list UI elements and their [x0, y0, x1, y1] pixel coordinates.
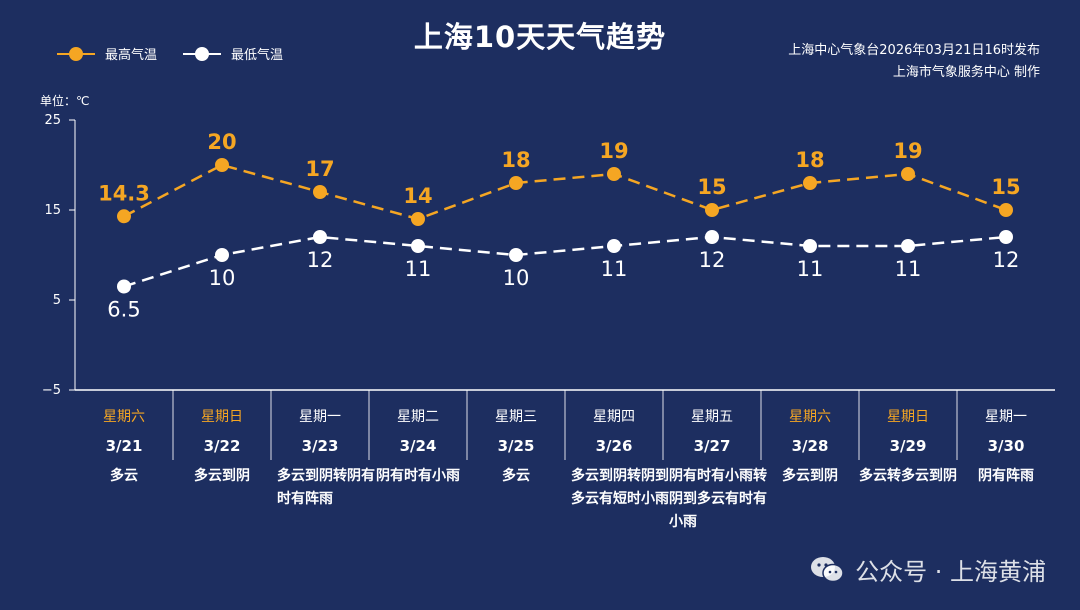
y-tick-label: 25 — [44, 113, 61, 128]
high-temp-line — [123, 163, 1007, 221]
low-temp-point — [313, 230, 327, 244]
low-temp-point — [705, 230, 719, 244]
low-temp-point — [999, 230, 1013, 244]
high-temp-label: 20 — [207, 130, 236, 154]
y-tick-label: 15 — [44, 203, 61, 218]
weather-description: 阴有时有小雨转阴到多云有时有小雨 — [669, 467, 767, 530]
low-temp-label: 11 — [601, 257, 628, 281]
issuer-line-2: 上海市气象服务中心 制作 — [892, 65, 1040, 80]
date-label: 3/28 — [792, 437, 829, 455]
date-label: 3/29 — [890, 437, 927, 455]
high-temp-label: 15 — [991, 175, 1020, 199]
date-label: 3/25 — [498, 437, 535, 455]
low-temp-point — [117, 279, 131, 294]
weekday-label: 星期五 — [691, 409, 733, 425]
watermark: 公众号 · 上海黄浦 — [809, 552, 1046, 587]
weekday-label: 星期一 — [985, 409, 1027, 425]
weekday-label: 星期日 — [201, 409, 243, 425]
legend-item-low: 最低气温 — [181, 44, 283, 63]
low-temp-point — [215, 248, 229, 262]
date-label: 3/24 — [400, 437, 437, 455]
weather-description: 多云 — [110, 467, 138, 484]
date-label: 3/27 — [694, 437, 731, 455]
weather-description: 多云到阴 — [194, 467, 250, 484]
low-temp-label: 6.5 — [107, 298, 140, 322]
weather-description: 多云到阴 — [782, 467, 838, 484]
legend-label-low: 最低气温 — [231, 48, 284, 63]
weekday-label: 星期六 — [103, 409, 145, 425]
low-temp-point — [803, 239, 817, 253]
legend-label-high: 最高气温 — [105, 48, 158, 63]
high-temp-label: 17 — [305, 157, 334, 181]
high-temp-point — [607, 167, 621, 181]
low-temp-point — [901, 239, 915, 253]
high-temp-point — [999, 203, 1013, 217]
unit-label: 单位：℃ — [40, 94, 90, 108]
low-temp-label: 12 — [993, 248, 1020, 272]
low-temp-point — [509, 248, 523, 262]
chart-title: 上海10天天气趋势 — [413, 20, 667, 54]
high-temp-point — [509, 176, 523, 190]
high-temp-label: 18 — [501, 148, 530, 172]
legend-swatch-high — [57, 46, 95, 61]
date-label: 3/21 — [106, 437, 143, 455]
low-temp-label: 11 — [895, 257, 922, 281]
date-label: 3/30 — [988, 437, 1025, 455]
low-temp-point — [411, 239, 425, 253]
weather-description: 多云到阴转阴有时有阵雨 — [277, 467, 375, 507]
weekday-label: 星期一 — [299, 409, 341, 425]
low-temp-label: 12 — [699, 248, 726, 272]
high-temp-label: 18 — [795, 148, 824, 172]
high-temp-point — [901, 167, 915, 181]
weekday-label: 星期二 — [397, 409, 439, 425]
high-temp-point — [215, 158, 229, 172]
watermark-text: 公众号 · 上海黄浦 — [855, 558, 1046, 586]
low-temp-point — [607, 239, 621, 253]
weekday-label: 星期六 — [789, 409, 831, 425]
low-temp-label: 10 — [503, 266, 530, 290]
low-temp-label: 10 — [209, 266, 236, 290]
date-label: 3/23 — [302, 437, 339, 455]
issuer-info: 上海中心气象台2026年03月21日16时发布 上海市气象服务中心 制作 — [788, 40, 1040, 84]
high-temp-point — [117, 209, 131, 224]
high-temp-label: 14.3 — [98, 181, 150, 205]
issuer-line-1: 上海中心气象台2026年03月21日16时发布 — [788, 43, 1040, 58]
weather-description: 多云 — [502, 467, 530, 484]
weather-description: 阴有阵雨 — [978, 467, 1034, 484]
legend-swatch-low — [183, 46, 222, 61]
high-temp-label: 15 — [697, 175, 726, 199]
date-label: 3/26 — [596, 437, 633, 455]
high-temp-point — [411, 212, 425, 226]
high-temp-label: 19 — [599, 139, 628, 163]
low-temp-label: 11 — [405, 257, 432, 281]
weather-description: 多云转多云到阴 — [859, 467, 957, 484]
high-temp-label: 19 — [893, 139, 922, 163]
legend-item-high: 最高气温 — [55, 44, 157, 63]
high-temp-point — [803, 176, 817, 190]
weekday-label: 星期四 — [593, 409, 635, 425]
low-temp-label: 12 — [307, 248, 334, 272]
high-temp-point — [313, 185, 327, 199]
high-temp-point — [705, 203, 719, 217]
wechat-icon — [811, 556, 844, 582]
y-tick-label: −5 — [42, 383, 61, 398]
low-temp-label: 11 — [797, 257, 824, 281]
date-label: 3/22 — [204, 437, 241, 455]
weather-description: 阴有时有小雨 — [376, 467, 460, 484]
y-tick-label: 5 — [53, 293, 61, 308]
weekday-label: 星期日 — [887, 409, 929, 425]
weekday-label: 星期三 — [495, 409, 537, 425]
legend: 最高气温 最低气温 — [55, 44, 307, 63]
low-temp-line — [123, 235, 1007, 288]
weather-description: 多云到阴转阴到多云有短时小雨 — [571, 467, 669, 507]
high-temp-label: 14 — [403, 184, 432, 208]
